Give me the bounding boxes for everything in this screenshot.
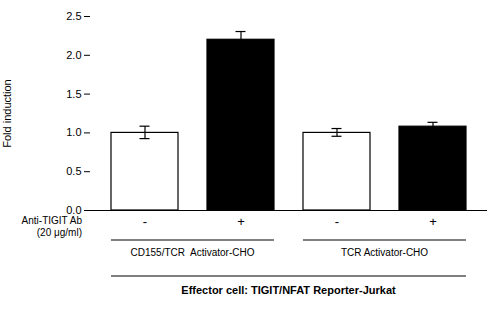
svg-text:-: -: [143, 214, 147, 229]
svg-text:+: +: [429, 214, 437, 229]
svg-text:1.0: 1.0: [66, 126, 81, 138]
svg-text:-: -: [335, 214, 339, 229]
svg-text:+: +: [237, 214, 245, 229]
svg-text:1.5: 1.5: [66, 88, 81, 100]
svg-text:CD155/TCR Activator-CHO: CD155/TCR Activator-CHO: [131, 247, 255, 258]
svg-text:0.0: 0.0: [66, 204, 82, 216]
svg-text:2.0: 2.0: [66, 49, 81, 61]
svg-text:Anti-TIGIT Ab(20 μg/ml): Anti-TIGIT Ab(20 μg/ml): [22, 215, 83, 238]
svg-text:TCR Activator-CHO: TCR Activator-CHO: [341, 247, 428, 258]
svg-text:Fold induction: Fold induction: [1, 79, 13, 148]
svg-text:Effector cell: TIGIT/NFAT Repo: Effector cell: TIGIT/NFAT Reporter-Jurka…: [181, 284, 396, 296]
svg-text:0.5: 0.5: [66, 165, 81, 177]
svg-text:2.5: 2.5: [66, 10, 81, 22]
